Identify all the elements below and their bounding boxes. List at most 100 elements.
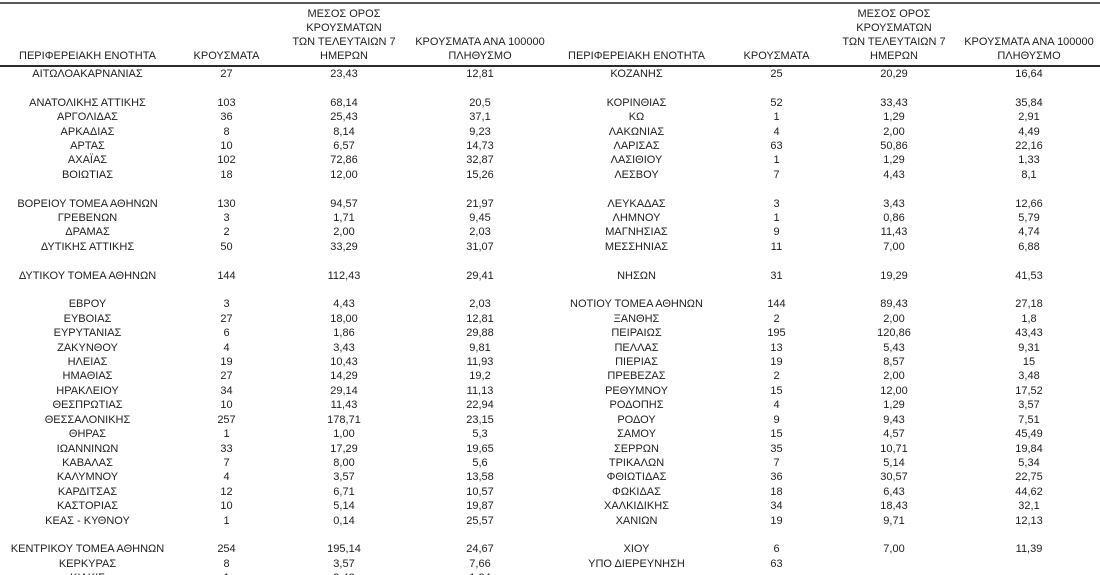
- cell-avg7: 0,14: [333, 514, 355, 527]
- cell-per100k: 32,87: [466, 154, 494, 167]
- cell-empty: [723, 182, 830, 196]
- header-row: ΠΕΡΙΦΕΡΕΙΑΚΗ ΕΝΟΤΗΤΑ ΚΡΟΥΣΜΑΤΑ ΜΕΣΟΣ ΟΡΟ…: [0, 3, 1100, 67]
- cell-per100k: 23,15: [466, 413, 494, 426]
- cell-per100k: 19,87: [466, 500, 494, 513]
- cell-cases: 19: [770, 356, 783, 369]
- cell-region: ΣΕΡΡΩΝ: [614, 442, 659, 455]
- table-row: ΕΥΡΥΤΑΝΙΑΣ 6 1,86 29,88 ΠΕΙΡΑΙΩΣ 195 120,86 43,…: [0, 326, 1100, 340]
- cell-cases: 1: [773, 154, 780, 167]
- cell-avg7: 72,86: [330, 154, 358, 167]
- cell-cases: 25: [770, 68, 783, 80]
- cell-empty: [175, 182, 278, 196]
- cell-cases: 10: [220, 500, 233, 513]
- cell-avg7: 3,43: [333, 341, 355, 354]
- cell-region: ΧΑΝΙΩΝ: [615, 514, 658, 527]
- cell-cases: 4: [773, 399, 780, 412]
- cell-empty: [0, 254, 175, 268]
- cell-empty: [550, 254, 723, 268]
- cell-avg7: 5,14: [883, 456, 905, 469]
- cell-empty: [0, 81, 175, 95]
- cell-empty: [410, 283, 550, 297]
- cell-cases: 1: [773, 212, 780, 225]
- cell-empty: [723, 528, 830, 542]
- cell-region: ΑΙΤΩΛΟΑΚΑΡΝΑΝΙΑΣ: [32, 68, 143, 80]
- cell-avg7: 20,29: [880, 68, 908, 80]
- cell-avg7: 2,00: [883, 125, 905, 138]
- cell-avg7: 4,57: [883, 428, 905, 441]
- cell-avg7: 11,43: [330, 399, 358, 412]
- cell-avg7: 6,43: [883, 485, 905, 498]
- table-row: ΚΕΑΣ - ΚΥΘΝΟΥ 1 0,14 25,57 ΧΑΝΙΩΝ 19 9,71 12,13: [0, 514, 1100, 528]
- cell-avg7: 178,71: [327, 413, 361, 426]
- cell-region: ΒΟΙΩΤΙΑΣ: [61, 168, 114, 181]
- cell-cases: 15: [770, 384, 783, 397]
- cell-region: ΗΡΑΚΛΕΙΟΥ: [56, 384, 119, 397]
- cell-per100k: 22,16: [1015, 140, 1043, 153]
- cell-region: ΛΕΣΒΟΥ: [614, 168, 659, 181]
- cell-region: ΔΡΑΜΑΣ: [65, 226, 110, 239]
- cell-region: ΡΕΘΥΜΝΟΥ: [605, 384, 668, 397]
- cell-cases: 4: [223, 471, 230, 484]
- cell-avg7: 10,43: [330, 356, 358, 369]
- header-avg7-left: ΜΕΣΟΣ ΟΡΟΣ ΚΡΟΥΣΜΑΤΩΝ ΤΩΝ ΤΕΛΕΥΤΑΙΩΝ 7 Η…: [278, 3, 410, 67]
- cell-cases: 27: [220, 312, 233, 325]
- cell-region: ΧΑΛΚΙΔΙΚΗΣ: [604, 500, 669, 513]
- cell-avg7: 8,57: [883, 356, 905, 369]
- spacer-row: [0, 528, 1100, 542]
- cell-avg7: 1,29: [883, 154, 905, 167]
- table-row: ΕΥΒΟΙΑΣ 27 18,00 12,81 ΞΑΝΘΗΣ 2 2,00 1,8: [0, 312, 1100, 326]
- cell-empty: [410, 182, 550, 196]
- cell-empty: [830, 182, 958, 196]
- cell-per100k: 44,62: [1015, 485, 1043, 498]
- cell-per100k: 17,52: [1015, 384, 1043, 397]
- cell-empty: [175, 528, 278, 542]
- cell-avg7: 8,00: [333, 456, 355, 469]
- cell-region: ΥΠΟ ΔΙΕΡΕΥΝΗΣΗ: [588, 557, 685, 570]
- cell-avg7: 1,71: [333, 212, 355, 225]
- cell-per100k: 8,1: [1021, 168, 1037, 181]
- table-row: ΒΟΙΩΤΙΑΣ 18 12,00 15,26 ΛΕΣΒΟΥ 7 4,43 8,1: [0, 168, 1100, 182]
- cell-empty: [0, 283, 175, 297]
- cell-empty: [830, 254, 958, 268]
- cell-cases: 19: [770, 514, 783, 527]
- table-row: ΚΑΛΥΜΝΟΥ 4 3,57 13,58 ΦΘΙΩΤΙΔΑΣ 36 30,57 22,75: [0, 470, 1100, 484]
- cell-region: ΚΩ: [628, 111, 645, 124]
- cell-region: ΑΡΤΑΣ: [70, 140, 105, 153]
- table-row: ΙΩΑΝΝΙΝΩΝ 33 17,29 19,65 ΣΕΡΡΩΝ 35 10,71 19,84: [0, 442, 1100, 456]
- header-per100k-right: ΚΡΟΥΣΜΑΤΑ ΑΝΑ 100000 ΠΛΗΘΥΣΜΟ: [958, 3, 1100, 67]
- cell-cases: 10: [220, 399, 233, 412]
- cell-avg7: 1,29: [883, 399, 905, 412]
- cell-cases: 7: [223, 456, 230, 469]
- cell-avg7: 12,00: [880, 384, 908, 397]
- cell-region: ΒΟΡΕΙΟΥ ΤΟΜΕΑ ΑΘΗΝΩΝ: [17, 197, 158, 210]
- cell-per100k: 11,13: [466, 384, 494, 397]
- cell-per100k: 9,81: [469, 341, 491, 354]
- table-row: ΑΡΤΑΣ 10 6,57 14,73 ΛΑΡΙΣΑΣ 63 50,86 22,16: [0, 139, 1100, 153]
- cell-cases: 195: [767, 327, 786, 340]
- cell-region: ΡΟΔΟΥ: [617, 413, 656, 426]
- header-per100k-left: ΚΡΟΥΣΜΑΤΑ ΑΝΑ 100000 ΠΛΗΘΥΣΜΟ: [410, 3, 550, 67]
- cell-cases: 9: [773, 226, 780, 239]
- cell-per100k: 7,51: [1018, 413, 1040, 426]
- cell-region: ΠΙΕΡΙΑΣ: [615, 356, 658, 369]
- cell-region: ΞΑΝΘΗΣ: [613, 312, 660, 325]
- cell-region: ΚΕΡΚΥΡΑΣ: [58, 557, 117, 570]
- cell-avg7: 11,43: [880, 226, 908, 239]
- cell-per100k: 5,34: [1018, 456, 1040, 469]
- cell-region: ΧΙΟΥ: [623, 543, 650, 556]
- cell-empty: [175, 254, 278, 268]
- cell-per100k: 35,84: [1015, 96, 1043, 109]
- spacer-row: [0, 254, 1100, 268]
- cell-cases: 63: [770, 557, 783, 570]
- table-row: ΑΙΤΩΛΟΑΚΑΡΝΑΝΙΑΣ 27 23,43 12,81 ΚΟΖΑΝΗΣ 25 20,…: [0, 66, 1100, 81]
- cell-avg7: 120,86: [877, 327, 911, 340]
- cell-cases: 15: [770, 428, 783, 441]
- spacer-row: [0, 81, 1100, 95]
- cell-region: ΖΑΚΥΝΘΟΥ: [57, 341, 118, 354]
- cell-avg7: 5,43: [883, 341, 905, 354]
- header-cases-right: ΚΡΟΥΣΜΑΤΑ: [723, 3, 830, 67]
- cell-avg7: 9,71: [883, 514, 905, 527]
- cell-per100k: 3,48: [1018, 370, 1040, 383]
